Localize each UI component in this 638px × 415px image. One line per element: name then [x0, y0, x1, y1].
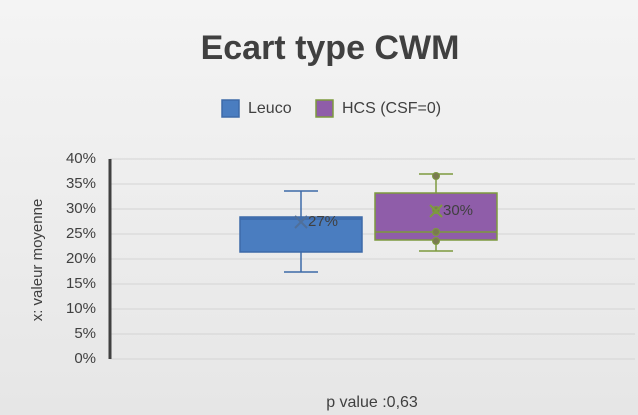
y-tick-label: 40% [66, 150, 96, 167]
mean-label: 30% [443, 202, 473, 219]
mean-label: 27% [308, 213, 338, 230]
y-tick-label: 15% [66, 275, 96, 292]
point [432, 172, 440, 180]
point [432, 237, 440, 245]
point [432, 228, 440, 236]
legend-swatch [221, 99, 240, 118]
y-tick-label: 0% [74, 350, 96, 367]
y-tick-label: 10% [66, 300, 96, 317]
legend-swatch [315, 99, 334, 118]
y-tick-label: 5% [74, 325, 96, 342]
legend-label: HCS (CSF=0) [342, 100, 441, 117]
y-axis-label: x: valeur moyenne [29, 199, 46, 322]
chart-title: Ecart type CWM [201, 29, 460, 67]
legend-label: Leuco [248, 100, 292, 117]
x-axis-label: p value :0,63 [326, 394, 418, 411]
mean-marker [429, 204, 443, 218]
mean-marker [294, 215, 308, 229]
y-tick-label: 35% [66, 175, 96, 192]
y-tick-label: 30% [66, 200, 96, 217]
y-tick-label: 25% [66, 225, 96, 242]
y-tick-label: 20% [66, 250, 96, 267]
